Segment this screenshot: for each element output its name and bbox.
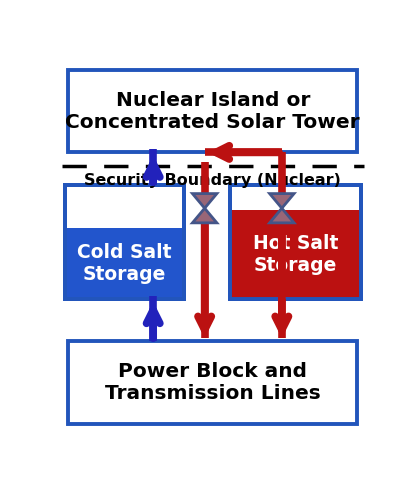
Text: Cold Salt
Storage: Cold Salt Storage [77,243,171,284]
Polygon shape [270,208,294,223]
Text: Nuclear Island or
Concentrated Solar Tower: Nuclear Island or Concentrated Solar Tow… [66,90,360,132]
Bar [230,185,361,298]
Bar [68,70,357,152]
Text: Hot Salt
Storage: Hot Salt Storage [253,234,338,275]
Text: Security Boundary (Nuclear): Security Boundary (Nuclear) [84,173,341,188]
Bar [65,185,184,298]
Bar [230,185,361,298]
Polygon shape [193,194,217,208]
Polygon shape [270,194,294,208]
Text: Power Block and
Transmission Lines: Power Block and Transmission Lines [105,362,320,403]
Bar [68,341,357,424]
Bar [65,228,184,298]
Bar [230,210,361,298]
Polygon shape [193,208,217,223]
Bar [65,185,184,298]
